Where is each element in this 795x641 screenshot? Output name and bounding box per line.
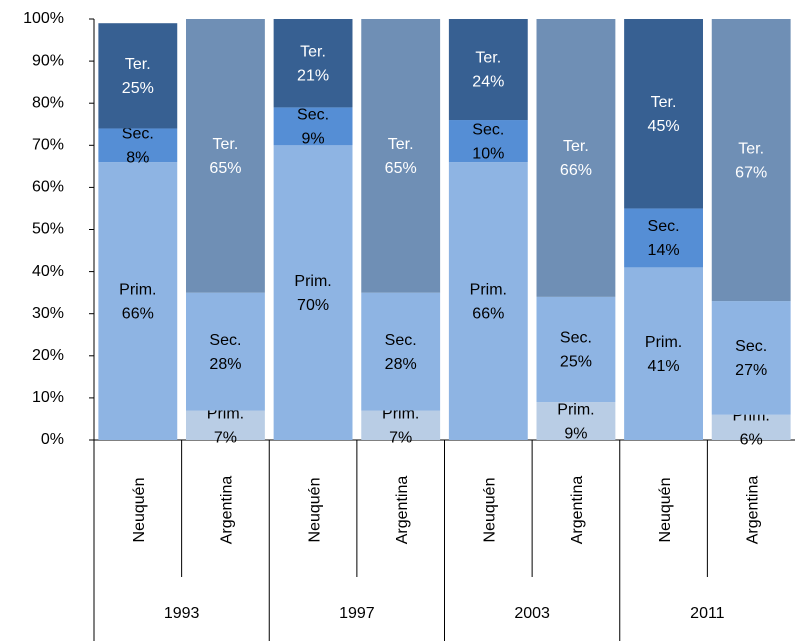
data-label: 14% [648, 242, 680, 259]
data-label: 45% [648, 118, 680, 135]
data-label: 21% [297, 67, 329, 84]
bar-segment [711, 414, 791, 440]
data-label: 25% [560, 354, 592, 371]
bar-segment [186, 292, 265, 411]
x-tick-label: Neuquén [306, 478, 323, 543]
data-label: 8% [126, 150, 149, 167]
segment-series-label: Sec. [472, 121, 504, 138]
data-label: 9% [302, 131, 325, 148]
bar-segment [186, 19, 265, 293]
segment-series-label: Sec. [648, 218, 680, 235]
segment-series-label: Ter. [300, 43, 326, 60]
bar-segment [624, 267, 703, 440]
y-tick-label: 60% [32, 179, 64, 196]
data-label: 66% [472, 305, 504, 322]
data-label: 10% [472, 145, 504, 162]
x-tick-label: Neuquén [657, 478, 674, 543]
segment-series-label: Ter. [213, 136, 239, 153]
data-label: 7% [214, 429, 237, 446]
bar-segment [98, 23, 178, 129]
x-tick-label: Argentina [394, 476, 411, 545]
data-label: 67% [735, 164, 767, 181]
segment-series-label: Sec. [735, 338, 767, 355]
data-label: 28% [385, 356, 417, 373]
bar-segment [624, 208, 703, 268]
bar-segment [361, 19, 441, 293]
bar-segment [186, 410, 265, 440]
data-label: 66% [560, 162, 592, 179]
data-label: 9% [564, 425, 587, 442]
segment-series-label: Prim. [294, 273, 331, 290]
data-label: 28% [209, 356, 241, 373]
y-tick-label: 0% [41, 431, 64, 448]
y-tick-label: 40% [32, 263, 64, 280]
bar-segment [536, 19, 616, 297]
y-tick-label: 100% [23, 10, 64, 27]
y-tick-label: 70% [32, 137, 64, 154]
segment-series-label: Prim. [557, 401, 594, 418]
group-label: 1993 [164, 605, 200, 622]
data-label: 65% [385, 160, 417, 177]
bar-segment [448, 120, 528, 163]
data-label: 65% [209, 160, 241, 177]
bar-segment [98, 162, 178, 440]
bar-segment [448, 19, 528, 121]
bar-segment [273, 145, 353, 441]
segment-series-label: Sec. [385, 332, 417, 349]
segment-series-label: Sec. [209, 332, 241, 349]
x-tick-label: Argentina [219, 476, 236, 545]
bar-segment [536, 402, 616, 440]
bar-segment [624, 19, 703, 209]
y-tick-label: 90% [32, 52, 64, 69]
bar-segment [98, 128, 178, 163]
group-label: 2011 [690, 605, 725, 622]
bar-segment [536, 296, 616, 403]
segment-series-label: Sec. [122, 126, 154, 143]
segment-series-label: Sec. [297, 107, 329, 124]
x-tick-label: Argentina [569, 476, 586, 545]
segment-series-label: Ter. [651, 94, 677, 111]
data-label: 25% [122, 80, 154, 97]
x-tick-label: Neuquén [482, 478, 499, 543]
segment-series-label: Ter. [475, 50, 501, 67]
data-label: 41% [648, 358, 680, 375]
segment-series-label: Ter. [563, 138, 589, 155]
segment-series-label: Ter. [738, 140, 764, 157]
x-tick-label: Neuquén [131, 478, 148, 543]
data-label: 6% [740, 432, 763, 449]
bar-segment [273, 19, 353, 108]
group-label: 2003 [514, 605, 550, 622]
segment-series-label: Ter. [125, 56, 151, 73]
bar-segment [448, 162, 528, 440]
bar-segment [273, 107, 353, 146]
segment-series-label: Prim. [470, 281, 507, 298]
bar-segment [711, 19, 791, 302]
data-label: 66% [122, 305, 154, 322]
data-label: 7% [389, 429, 412, 446]
data-label: 27% [735, 362, 767, 379]
segment-series-label: Sec. [560, 330, 592, 347]
group-label: 1997 [339, 605, 375, 622]
segment-series-label: Ter. [388, 136, 414, 153]
y-tick-label: 10% [32, 389, 64, 406]
y-tick-label: 30% [32, 305, 64, 322]
bar-segment [361, 410, 441, 440]
y-tick-label: 20% [32, 347, 64, 364]
y-tick-label: 80% [32, 94, 64, 111]
segment-series-label: Prim. [119, 281, 156, 298]
x-tick-label: Argentina [744, 476, 761, 545]
data-label: 70% [297, 297, 329, 314]
y-tick-label: 50% [32, 221, 64, 238]
data-label: 24% [472, 74, 504, 91]
segment-series-label: Prim. [645, 334, 682, 351]
bar-segment [711, 301, 791, 415]
bar-segment [361, 292, 441, 411]
